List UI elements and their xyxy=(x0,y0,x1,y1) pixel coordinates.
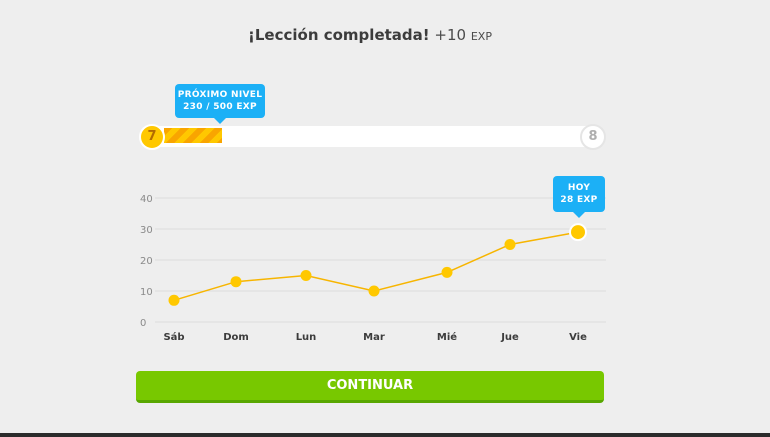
x-tick-label: Mar xyxy=(363,332,385,343)
exp-unit: EXP xyxy=(470,30,492,43)
x-tick-label: Sáb xyxy=(163,331,184,343)
today-tooltip-title: HOY xyxy=(567,183,591,193)
today-tooltip-value: 28 EXP xyxy=(560,195,598,205)
x-tick-label: Lun xyxy=(296,332,317,343)
today-point xyxy=(569,223,587,242)
y-tick-label: 30 xyxy=(140,225,153,236)
exp-gain-value: +10 xyxy=(434,26,467,44)
y-tick-label: 40 xyxy=(140,194,153,205)
x-tick-label: Mié xyxy=(437,331,457,343)
x-tick-label: Jue xyxy=(500,332,519,343)
next-level-tooltip-value: 230 / 500 EXP xyxy=(183,102,257,112)
current-level-badge: 7 xyxy=(139,124,165,150)
data-point xyxy=(441,266,453,278)
data-point xyxy=(230,276,242,288)
x-tick-label: Dom xyxy=(223,332,249,343)
next-level-tooltip-title: PRÓXIMO NIVEL xyxy=(177,90,263,100)
next-level-tooltip: PRÓXIMO NIVEL 230 / 500 EXP xyxy=(175,84,265,124)
y-tick-label: 20 xyxy=(140,256,153,267)
data-point xyxy=(168,294,180,306)
exp-gain: +10 EXP xyxy=(434,26,492,44)
bottom-border xyxy=(0,433,770,437)
y-tick-label: 0 xyxy=(140,318,146,329)
data-point xyxy=(368,285,380,297)
y-tick-label: 10 xyxy=(140,287,153,298)
data-point xyxy=(504,239,516,250)
continue-button[interactable]: CONTINUAR xyxy=(136,371,604,403)
title-text: ¡Lección completada! xyxy=(248,26,430,44)
data-point xyxy=(300,270,312,281)
next-level-badge: 8 xyxy=(580,124,606,150)
today-tooltip: HOY 28 EXP xyxy=(553,176,605,218)
x-tick-label: Vie xyxy=(569,332,587,343)
lesson-complete-title: ¡Lección completada! +10 EXP xyxy=(0,26,740,44)
level-progress-fill xyxy=(164,128,222,143)
level-progress-bar xyxy=(150,126,594,147)
